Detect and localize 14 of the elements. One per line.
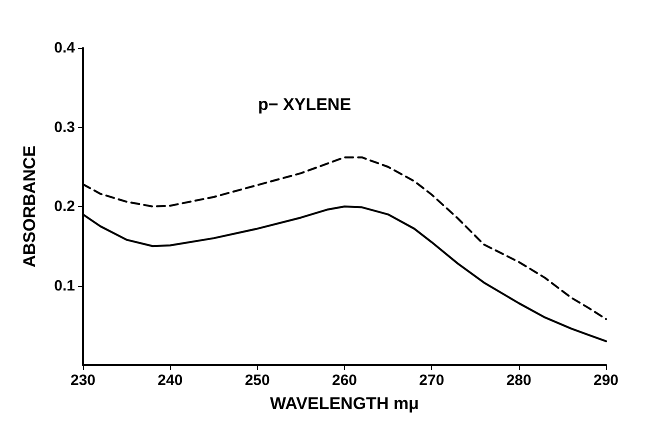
x-tick-label: 240: [158, 372, 183, 389]
x-axis-title: WAVELENGTH mμ: [270, 394, 419, 413]
y-tick-label: 0.3: [54, 118, 75, 136]
y-tick-label: 0.2: [54, 198, 75, 215]
y-tick-label: 0.4: [54, 40, 76, 56]
x-tick-label: 250: [244, 372, 270, 389]
y-axis-title: ABSORBANCE: [20, 146, 39, 268]
x-tick-label: 230: [70, 372, 96, 389]
x-tick-label: 290: [593, 372, 619, 389]
x-tick-label: 280: [506, 372, 532, 389]
x-tick-label: 270: [419, 372, 444, 389]
y-tick-label: 0.1: [54, 277, 75, 294]
x-tick-label: 260: [332, 372, 358, 389]
annotation: p− XYLENE: [258, 95, 352, 114]
